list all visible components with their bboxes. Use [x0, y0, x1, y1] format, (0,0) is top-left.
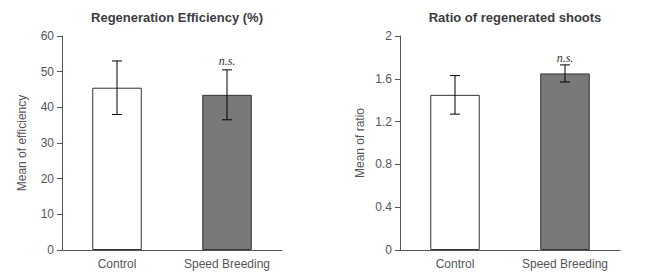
svg-text:1.2: 1.2: [375, 115, 392, 129]
svg-text:0.4: 0.4: [375, 200, 392, 214]
svg-text:Mean of ratio: Mean of ratio: [353, 108, 367, 178]
svg-text:1.6: 1.6: [375, 72, 392, 86]
svg-text:n.s.: n.s.: [557, 51, 574, 65]
svg-text:2: 2: [385, 29, 392, 43]
svg-text:Regeneration Efficiency (%): Regeneration Efficiency (%): [91, 10, 263, 25]
svg-text:0: 0: [385, 243, 392, 257]
svg-text:Control: Control: [436, 257, 475, 271]
svg-text:0.8: 0.8: [375, 157, 392, 171]
svg-text:n.s.: n.s.: [219, 54, 236, 68]
svg-text:Speed Breeding: Speed Breeding: [184, 257, 270, 271]
svg-text:Control: Control: [98, 257, 137, 271]
svg-text:Ratio of regenerated shoots: Ratio of regenerated shoots: [429, 10, 602, 25]
svg-text:Speed Breeding: Speed Breeding: [522, 257, 608, 271]
svg-text:60: 60: [41, 29, 55, 43]
svg-text:10: 10: [41, 207, 55, 221]
svg-text:50: 50: [41, 65, 55, 79]
svg-text:30: 30: [41, 136, 55, 150]
svg-text:20: 20: [41, 172, 55, 186]
svg-text:0: 0: [47, 243, 54, 257]
svg-text:Mean of efficiency: Mean of efficiency: [15, 95, 29, 192]
svg-text:40: 40: [41, 100, 55, 114]
